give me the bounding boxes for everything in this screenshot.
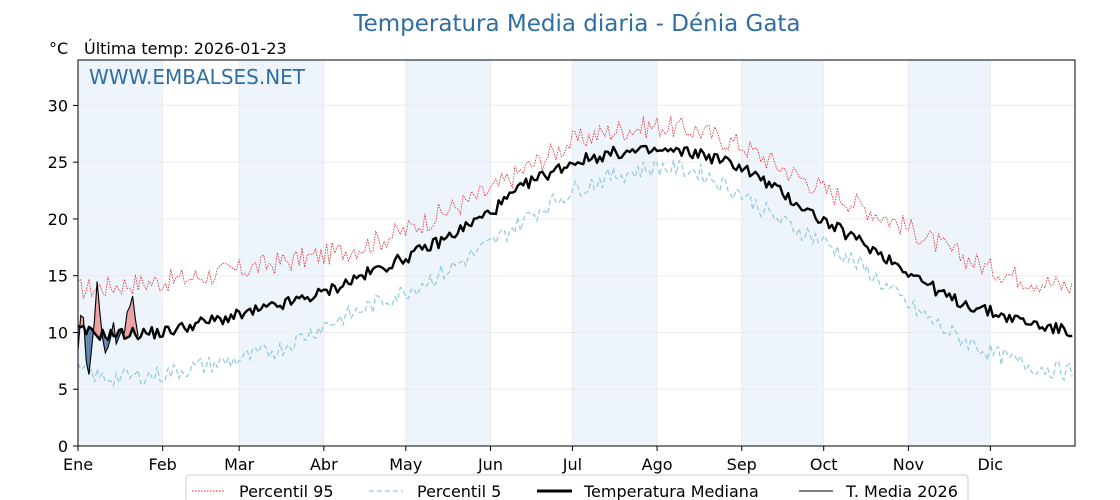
anomaly-below xyxy=(105,337,109,353)
anomaly-above xyxy=(127,306,130,338)
y-tick-label: 0 xyxy=(58,437,68,456)
x-tick-label: Ene xyxy=(63,455,93,474)
legend-label-p5: Percentil 5 xyxy=(417,482,501,500)
month-shading xyxy=(78,60,991,446)
y-tick-label: 10 xyxy=(48,323,68,342)
x-tick-label: Ago xyxy=(642,455,673,474)
x-axis: Ene Feb Mar Abr May Jun Jul Ago Sep Oct Nov Dic xyxy=(63,446,1003,474)
current-line xyxy=(77,281,139,375)
y-tick-label: 25 xyxy=(48,153,68,172)
anomaly-above xyxy=(80,315,84,328)
legend-label-p95: Percentil 95 xyxy=(239,482,334,500)
legend-box xyxy=(185,474,969,500)
legend: Percentil 95 Percentil 5 Temperatura Med… xyxy=(185,474,969,500)
y-tick-label: 5 xyxy=(58,380,68,399)
month-shade-sep xyxy=(741,60,824,446)
legend-label-median: Temperatura Mediana xyxy=(583,482,759,500)
x-tick-label: Oct xyxy=(810,455,838,474)
month-shade-ene xyxy=(78,60,163,446)
legend-label-current: T. Media 2026 xyxy=(845,482,958,500)
anomaly-below xyxy=(88,326,92,375)
last-temp-subtitle: Última temp: 2026-01-23 xyxy=(84,39,287,58)
month-shade-may xyxy=(405,60,491,446)
x-tick-label: Sep xyxy=(727,455,757,474)
p5-series xyxy=(77,158,1073,388)
unit-label: °C xyxy=(49,39,68,58)
y-tick-label: 15 xyxy=(48,267,68,286)
p95-series xyxy=(77,116,1073,299)
x-tick-label: Nov xyxy=(893,455,924,474)
watermark: WWW.EMBALSES.NET xyxy=(89,65,306,89)
x-tick-label: Feb xyxy=(149,455,177,474)
x-tick-label: May xyxy=(389,455,422,474)
y-axis: 0 5 10 15 20 25 30 xyxy=(48,96,78,456)
p5-line xyxy=(77,158,1073,388)
x-tick-label: Dic xyxy=(978,455,1004,474)
plot-frame xyxy=(77,59,1076,447)
anomaly-above xyxy=(129,296,133,336)
y-tick-label: 30 xyxy=(48,96,68,115)
x-tick-label: Jul xyxy=(562,455,582,474)
month-shade-jul xyxy=(572,60,658,446)
y-tick-label: 20 xyxy=(48,210,68,229)
p95-line xyxy=(77,116,1073,299)
anomaly-above xyxy=(97,281,100,340)
x-tick-label: Abr xyxy=(310,455,338,474)
median-line xyxy=(77,144,1073,341)
month-shade-nov xyxy=(908,60,991,446)
chart-title: Temperatura Media diaria - Dénia Gata xyxy=(352,11,800,37)
median-series xyxy=(77,144,1073,341)
x-tick-label: Mar xyxy=(224,455,255,474)
x-tick-label: Jun xyxy=(477,455,503,474)
month-shade-mar xyxy=(239,60,324,446)
current-series xyxy=(77,281,139,375)
